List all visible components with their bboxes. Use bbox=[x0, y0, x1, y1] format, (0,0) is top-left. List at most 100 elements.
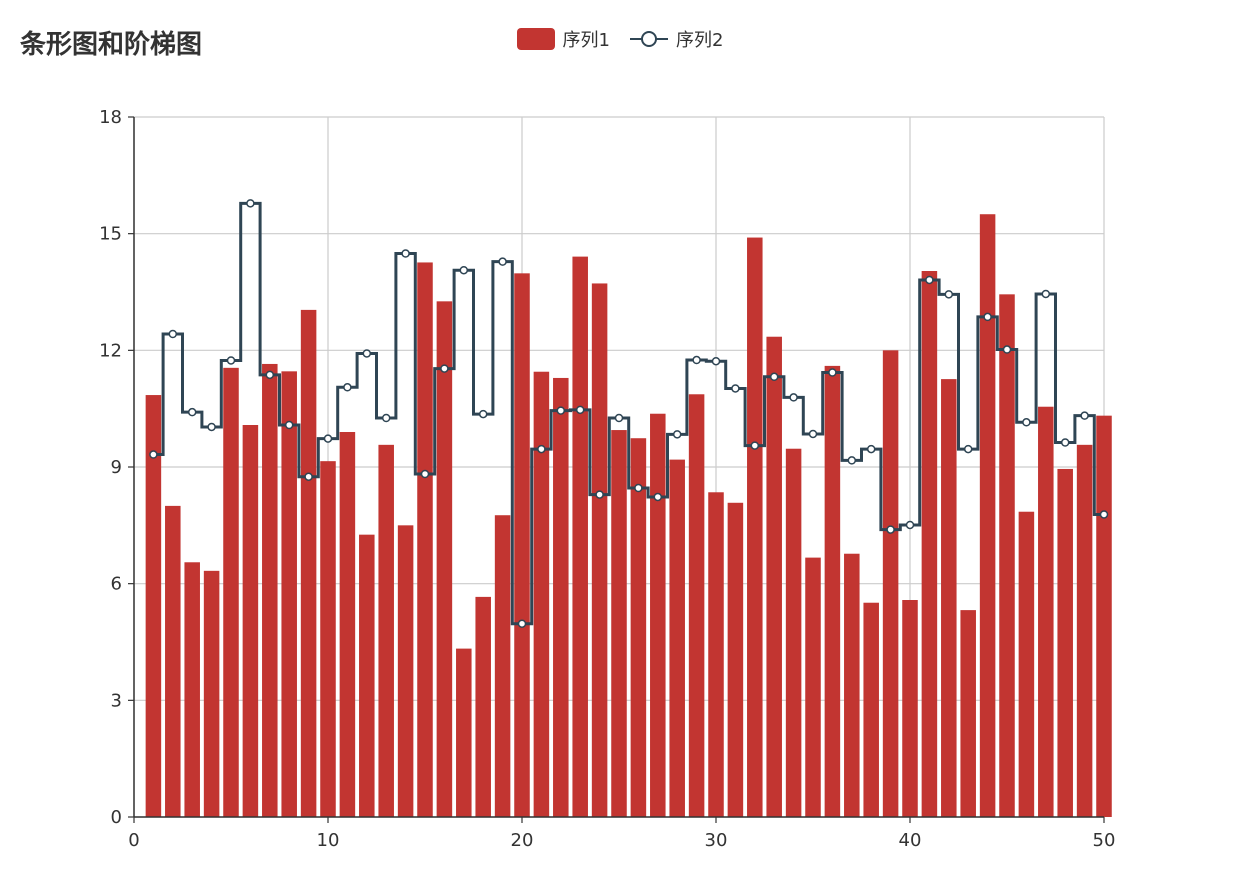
y-tick-label: 6 bbox=[111, 574, 122, 595]
step-point bbox=[653, 492, 663, 502]
bar-series bbox=[145, 214, 1112, 818]
legend-label-series1: 序列1 bbox=[562, 30, 610, 51]
step-line bbox=[153, 201, 1104, 626]
step-point bbox=[1022, 418, 1031, 427]
bar bbox=[436, 301, 453, 817]
x-tick-label: 10 bbox=[317, 830, 340, 851]
step-point bbox=[983, 312, 992, 322]
step-point bbox=[284, 420, 294, 430]
step-point bbox=[944, 290, 954, 299]
bar bbox=[902, 600, 918, 817]
step-point bbox=[614, 413, 624, 423]
chart-title: 条形图和阶梯图 bbox=[20, 30, 203, 60]
step-point bbox=[537, 444, 546, 454]
x-tick-label: 30 bbox=[705, 830, 728, 851]
bar bbox=[863, 602, 879, 817]
legend-swatch-series2 bbox=[630, 31, 668, 47]
step-point bbox=[789, 393, 798, 402]
y-tick-label: 9 bbox=[111, 457, 122, 478]
step-point bbox=[692, 355, 701, 365]
bar bbox=[184, 562, 200, 817]
bar bbox=[688, 394, 705, 817]
step-point bbox=[925, 275, 934, 285]
step-point bbox=[459, 265, 469, 275]
legend-label-series2: 序列2 bbox=[676, 30, 724, 51]
step-point bbox=[731, 384, 740, 393]
bar bbox=[960, 610, 976, 817]
step-point bbox=[323, 434, 333, 443]
x-tick-label: 0 bbox=[128, 830, 139, 851]
legend-item-series2[interactable]: 序列2 bbox=[630, 26, 723, 52]
step-point bbox=[343, 383, 352, 392]
step-point bbox=[866, 444, 876, 454]
x-tick-label: 40 bbox=[899, 830, 922, 851]
bar bbox=[1096, 415, 1112, 817]
bar bbox=[456, 648, 472, 817]
step-point bbox=[226, 356, 236, 365]
bar bbox=[533, 371, 550, 817]
bar bbox=[475, 596, 491, 817]
bar bbox=[921, 271, 938, 817]
step-point bbox=[711, 356, 721, 366]
bar bbox=[844, 553, 860, 817]
x-tick-label: 20 bbox=[511, 830, 534, 851]
y-tick-label: 12 bbox=[99, 340, 122, 361]
step-point bbox=[381, 413, 391, 423]
bar bbox=[572, 256, 588, 818]
step-point bbox=[401, 249, 410, 258]
step-point bbox=[187, 407, 197, 417]
bar bbox=[339, 432, 356, 817]
bar bbox=[262, 363, 278, 817]
step-point bbox=[886, 525, 895, 534]
bar bbox=[242, 425, 259, 817]
bar bbox=[611, 430, 627, 817]
bar bbox=[1076, 444, 1093, 817]
bar bbox=[882, 350, 899, 817]
bar bbox=[941, 379, 957, 817]
y-tick-label: 0 bbox=[111, 807, 122, 828]
bar bbox=[145, 395, 162, 817]
bar bbox=[397, 525, 414, 817]
bar bbox=[1038, 406, 1054, 817]
step-point bbox=[769, 372, 779, 382]
bar bbox=[553, 377, 569, 817]
bar bbox=[300, 309, 317, 817]
step-point bbox=[246, 199, 255, 208]
legend-item-series1[interactable]: 序列1 bbox=[516, 26, 610, 52]
bar bbox=[223, 367, 239, 817]
y-tick-label: 15 bbox=[99, 224, 122, 245]
step-point bbox=[556, 406, 566, 415]
step-point bbox=[265, 370, 275, 380]
step-point bbox=[149, 450, 158, 459]
bar bbox=[747, 237, 763, 818]
step-point bbox=[575, 405, 585, 415]
step-point bbox=[498, 257, 507, 266]
step-point bbox=[1099, 510, 1109, 519]
step-series bbox=[149, 199, 1109, 628]
bar bbox=[378, 444, 394, 817]
bar bbox=[591, 283, 608, 817]
step-point bbox=[1041, 289, 1051, 299]
step-point bbox=[517, 619, 527, 628]
legend: 序列1 序列2 bbox=[0, 26, 1240, 52]
bar bbox=[785, 448, 802, 817]
bar bbox=[979, 214, 996, 817]
bar bbox=[281, 371, 297, 817]
bar bbox=[320, 461, 336, 817]
bar bbox=[650, 413, 666, 817]
bar bbox=[514, 273, 530, 817]
step-point bbox=[808, 429, 818, 439]
step-point bbox=[362, 349, 372, 358]
step-point bbox=[595, 490, 604, 499]
bar bbox=[203, 570, 220, 817]
step-point bbox=[1002, 345, 1012, 354]
step-point bbox=[420, 469, 430, 479]
step-point bbox=[634, 483, 643, 493]
bar bbox=[165, 505, 181, 817]
bar bbox=[1018, 511, 1035, 817]
step-point bbox=[750, 441, 760, 450]
bar bbox=[805, 557, 821, 817]
y-tick-label: 18 bbox=[99, 107, 122, 128]
bar bbox=[999, 294, 1015, 817]
